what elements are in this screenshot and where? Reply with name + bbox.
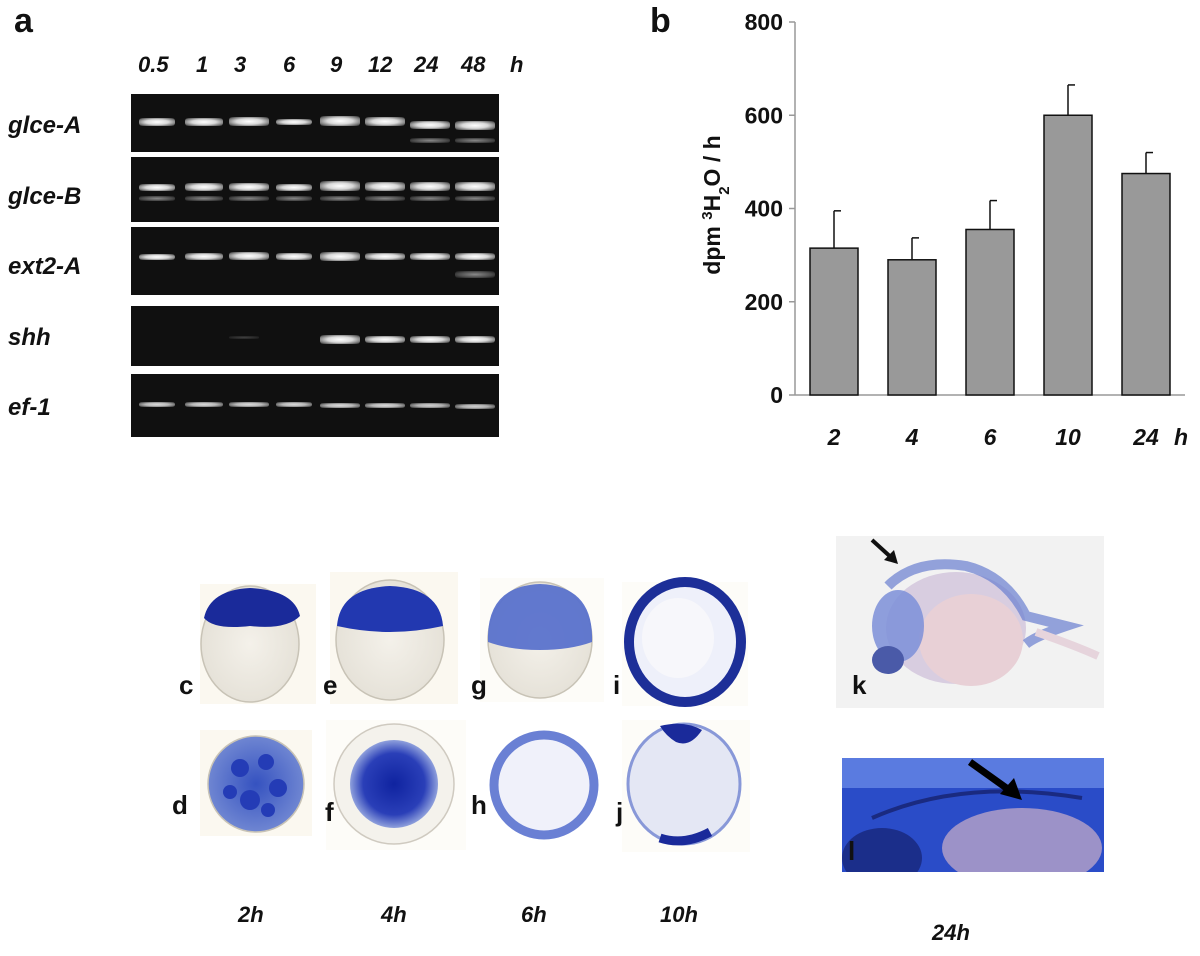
gene-label-glce-b: glce-B [8, 183, 82, 210]
embryo-d [200, 730, 312, 836]
x-unit-label: h [1174, 424, 1188, 450]
embryo-h [488, 730, 599, 840]
y-tick-label: 600 [745, 102, 783, 128]
bar-2 [809, 247, 859, 396]
bar-4 [887, 259, 937, 396]
x-tick-label-24: 24 [1132, 424, 1159, 450]
time-label-6: 6 [283, 52, 296, 77]
label-g: g [471, 670, 487, 700]
time-label-1: 1 [196, 52, 209, 77]
embryo-f [326, 720, 466, 850]
time-4h: 4h [381, 902, 407, 927]
bar-10 [1043, 114, 1093, 396]
time-6h: 6h [521, 902, 547, 927]
time-unit-label: h [510, 52, 524, 77]
time-2h: 2h [238, 902, 264, 927]
embryo-panels [200, 572, 750, 852]
gene-label-ef-1: ef-1 [8, 394, 51, 421]
bar-6 [965, 228, 1015, 396]
time-label-24: 24 [414, 52, 439, 77]
time-label-48: 48 [461, 52, 486, 77]
label-d: d [172, 790, 188, 820]
label-e: e [323, 670, 338, 700]
gene-label-ext2-a: ext2-A [8, 253, 82, 280]
panel-b-letter: b [650, 2, 671, 40]
bar-24 [1121, 172, 1171, 396]
gel-glce-a [131, 94, 499, 152]
panel-l-image [842, 758, 1104, 872]
x-tick-label-6: 6 [984, 424, 997, 450]
x-tick-label-2: 2 [827, 424, 841, 450]
y-tick-label: 0 [770, 382, 783, 408]
label-i: i [613, 670, 621, 700]
y-tick-label: 200 [745, 289, 783, 315]
embryo-g [480, 578, 604, 702]
panel-a-letter: a [14, 2, 33, 40]
label-l: l [848, 836, 856, 866]
gel-ext2-a [131, 227, 499, 295]
time-24h: 24h [932, 920, 970, 945]
gel-glce-b [131, 157, 499, 222]
embryo-i [622, 577, 748, 707]
label-h: h [471, 790, 487, 820]
label-k: k [852, 670, 867, 700]
time-label-3: 3 [234, 52, 247, 77]
embryo-c [200, 584, 316, 704]
y-tick-label: 800 [745, 9, 783, 35]
gel-ef-1 [131, 374, 499, 437]
embryo-e [330, 572, 458, 704]
gene-label-shh: shh [8, 324, 51, 351]
time-label-9: 9 [330, 52, 343, 77]
x-tick-label-10: 10 [1055, 424, 1081, 450]
gel-shh [131, 306, 499, 366]
label-c: c [179, 670, 194, 700]
y-tick-label: 400 [745, 196, 783, 222]
label-j: j [616, 797, 624, 827]
time-label-0.5: 0.5 [138, 52, 169, 77]
time-label-12: 12 [368, 52, 393, 77]
label-f: f [325, 797, 334, 827]
time-10h: 10h [660, 902, 698, 927]
x-tick-label-4: 4 [905, 424, 919, 450]
embryo-j [622, 720, 750, 852]
panel-k-image [836, 536, 1104, 708]
gene-label-glce-a: glce-A [8, 112, 82, 139]
y-axis-label: dpm 3H2O / h [699, 135, 733, 274]
